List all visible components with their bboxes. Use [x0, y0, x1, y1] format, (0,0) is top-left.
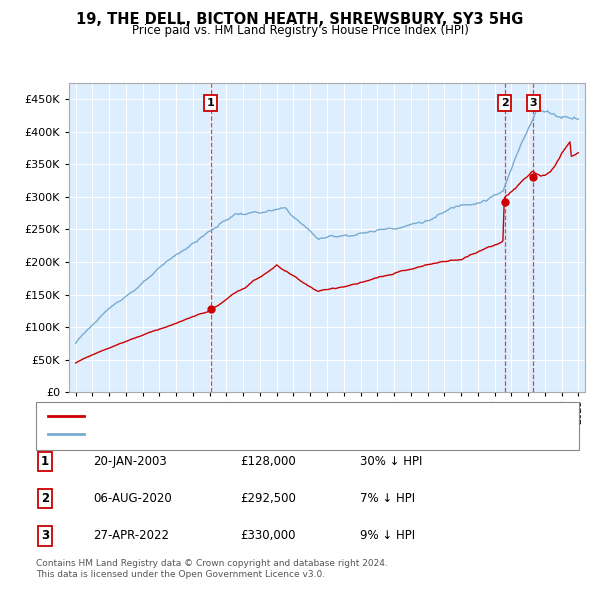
Text: 7% ↓ HPI: 7% ↓ HPI — [360, 492, 415, 505]
Text: 3: 3 — [530, 98, 537, 108]
Text: 06-AUG-2020: 06-AUG-2020 — [93, 492, 172, 505]
Text: 19, THE DELL, BICTON HEATH, SHREWSBURY, SY3 5HG: 19, THE DELL, BICTON HEATH, SHREWSBURY, … — [76, 12, 524, 27]
Text: 2: 2 — [501, 98, 508, 108]
Text: HPI: Average price, detached house, Shropshire: HPI: Average price, detached house, Shro… — [87, 430, 336, 440]
Text: 19, THE DELL, BICTON HEATH, SHREWSBURY, SY3 5HG (detached house): 19, THE DELL, BICTON HEATH, SHREWSBURY, … — [87, 411, 467, 421]
Text: £128,000: £128,000 — [240, 455, 296, 468]
Text: 1: 1 — [41, 455, 49, 468]
Text: Contains HM Land Registry data © Crown copyright and database right 2024.: Contains HM Land Registry data © Crown c… — [36, 559, 388, 568]
Text: Price paid vs. HM Land Registry's House Price Index (HPI): Price paid vs. HM Land Registry's House … — [131, 24, 469, 37]
Text: 30% ↓ HPI: 30% ↓ HPI — [360, 455, 422, 468]
Text: 1: 1 — [207, 98, 215, 108]
Text: 3: 3 — [41, 529, 49, 542]
Text: £292,500: £292,500 — [240, 492, 296, 505]
Text: 27-APR-2022: 27-APR-2022 — [93, 529, 169, 542]
Text: £330,000: £330,000 — [240, 529, 296, 542]
Text: 9% ↓ HPI: 9% ↓ HPI — [360, 529, 415, 542]
Text: 2: 2 — [41, 492, 49, 505]
Text: 20-JAN-2003: 20-JAN-2003 — [93, 455, 167, 468]
Text: This data is licensed under the Open Government Licence v3.0.: This data is licensed under the Open Gov… — [36, 571, 325, 579]
